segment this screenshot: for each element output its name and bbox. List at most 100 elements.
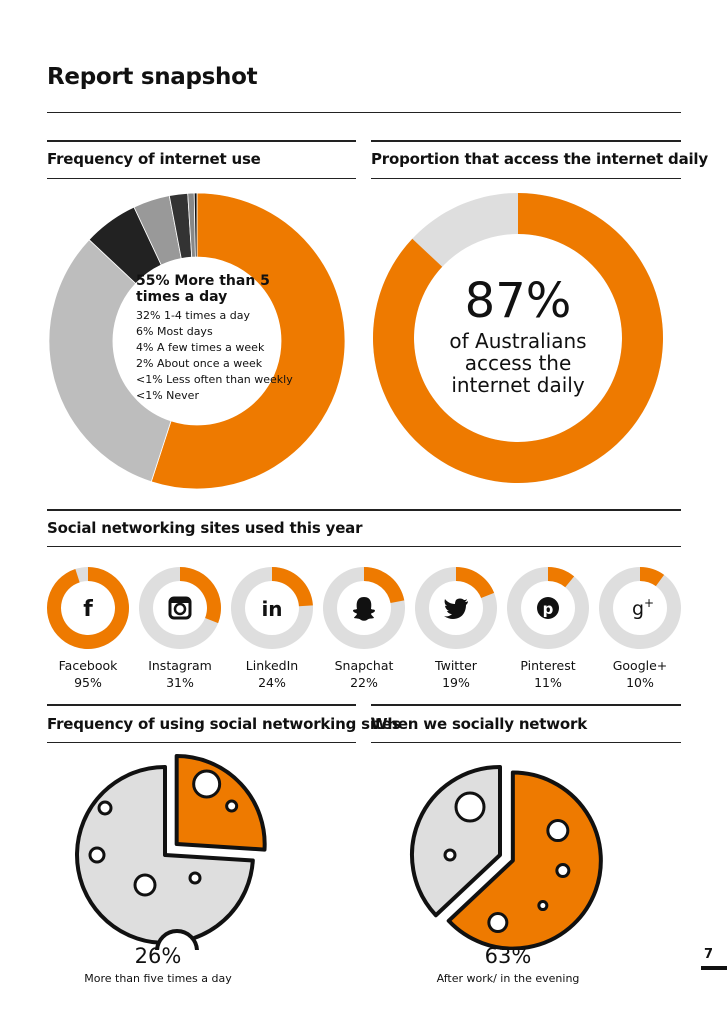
social-item-twitter: Twitter 19% [414, 566, 498, 690]
cheese-hole [546, 819, 570, 843]
social-percent: 19% [442, 675, 470, 690]
freq-item: 32% 1-4 times a day [136, 309, 250, 322]
cheese-hole [88, 846, 106, 864]
donut-track [598, 567, 681, 649]
donut-track [506, 567, 589, 649]
cheese-hole [97, 800, 113, 816]
social-name: Google+ [612, 658, 668, 673]
social-percent: 11% [534, 675, 562, 690]
pinterest-icon: p [537, 597, 559, 619]
social-item-linkedin: in LinkedIn 24% [230, 566, 314, 690]
donut-segment [364, 567, 405, 603]
instagram-icon [138, 567, 221, 649]
svg-text:in: in [261, 597, 282, 621]
freq-internet-title: Frequency of internet use [47, 150, 261, 168]
svg-text:f: f [83, 597, 93, 622]
when-social-title: When we socially network [371, 715, 587, 733]
facebook-icon: f [46, 567, 129, 649]
googleplus-icon: g + [598, 567, 681, 649]
facebook-icon: f [83, 597, 93, 622]
social-percent: 24% [258, 675, 286, 690]
section-top-rule [47, 704, 356, 706]
social-item-instagram: Instagram 31% [138, 566, 222, 690]
social-percent: 31% [166, 675, 194, 690]
snapchat-icon [353, 597, 375, 621]
social-name: Snapchat [334, 658, 394, 673]
title-divider [47, 112, 681, 113]
pie-rest-slice [75, 765, 255, 945]
donut-segment [193, 192, 198, 258]
donut-segment [180, 567, 221, 624]
page-number: 7 [704, 947, 714, 962]
cheese-hole [188, 871, 202, 885]
freq-item: 6% Most days [136, 325, 213, 338]
freq-social-cheese-pie [75, 754, 267, 950]
googleplus-icon: g + [632, 596, 654, 620]
donut-segment [548, 567, 575, 588]
section-bottom-rule [47, 546, 681, 547]
cheese-hole [454, 791, 486, 823]
daily-access-line3: internet daily [451, 373, 585, 397]
donut-segment [150, 192, 346, 490]
cheese-hole [537, 900, 549, 912]
instagram-icon [168, 596, 192, 620]
cheese-hole [487, 912, 509, 934]
cheese-hole [133, 873, 157, 897]
freq-social-caption: More than five times a day [84, 972, 232, 985]
freq-social-percent: 26% [134, 944, 182, 968]
social-item-pinterest: p Pinterest 11% [506, 566, 590, 690]
social-percent: 10% [626, 675, 654, 690]
section-top-rule [47, 509, 681, 511]
twitter-icon [414, 567, 497, 649]
cheese-hole [443, 848, 457, 862]
daily-access-title: Proportion that access the internet dail… [371, 150, 708, 168]
social-name: LinkedIn [245, 658, 299, 673]
pie-highlight-slice [174, 754, 267, 852]
social-name: Facebook [58, 658, 118, 673]
donut-segment [640, 567, 665, 587]
freq-internet-donut [48, 192, 346, 490]
social-item-googleplus: g + Google+ 10% [598, 566, 682, 690]
social-name: Pinterest [520, 658, 576, 673]
freq-item: 4% A few times a week [136, 341, 265, 354]
section-bottom-rule [47, 178, 356, 179]
donut-segment [272, 567, 313, 607]
svg-text:p: p [543, 600, 554, 618]
freq-internet-legend: 55% More than 5 times a day 32% 1-4 time… [136, 273, 296, 404]
cheese-hole [225, 799, 239, 813]
donut-segment [456, 567, 495, 599]
freq-social-title: Frequency of using social networking sit… [47, 715, 401, 733]
section-top-rule [371, 704, 681, 706]
freq-item: <1% Never [136, 389, 199, 402]
pinterest-icon: p [506, 567, 589, 649]
social-sites-title: Social networking sites used this year [47, 519, 363, 537]
section-bottom-rule [47, 742, 356, 743]
when-social-caption: After work/ in the evening [436, 972, 580, 985]
daily-access-line2: access the [464, 351, 572, 375]
cheese-hole [555, 863, 571, 879]
section-top-rule [371, 140, 681, 142]
section-bottom-rule [371, 178, 681, 179]
social-item-snapchat: Snapchat 22% [322, 566, 406, 690]
social-item-facebook: f Facebook 95% [46, 566, 130, 690]
freq-item: <1% Less often than weekly [136, 373, 293, 386]
social-percent: 95% [74, 675, 102, 690]
section-bottom-rule [371, 742, 681, 743]
social-name: Twitter [435, 658, 477, 673]
social-percent: 22% [350, 675, 378, 690]
donut-segment [47, 567, 129, 649]
freq-item: 2% About once a week [136, 357, 263, 370]
daily-access-percent: 87% [464, 273, 572, 329]
svg-text:+: + [644, 596, 654, 610]
snapchat-icon [322, 567, 405, 649]
pie-highlight-slice [446, 770, 603, 950]
donut-segment [48, 239, 172, 483]
social-name: Instagram [148, 658, 212, 673]
cheese-bite [155, 929, 199, 950]
page-title: Report snapshot [47, 64, 258, 90]
when-social-cheese-pie [410, 765, 603, 950]
linkedin-icon: in [261, 597, 282, 621]
daily-access-line1: of Australians [449, 329, 587, 353]
svg-text:g: g [632, 598, 644, 620]
section-top-rule [47, 140, 356, 142]
